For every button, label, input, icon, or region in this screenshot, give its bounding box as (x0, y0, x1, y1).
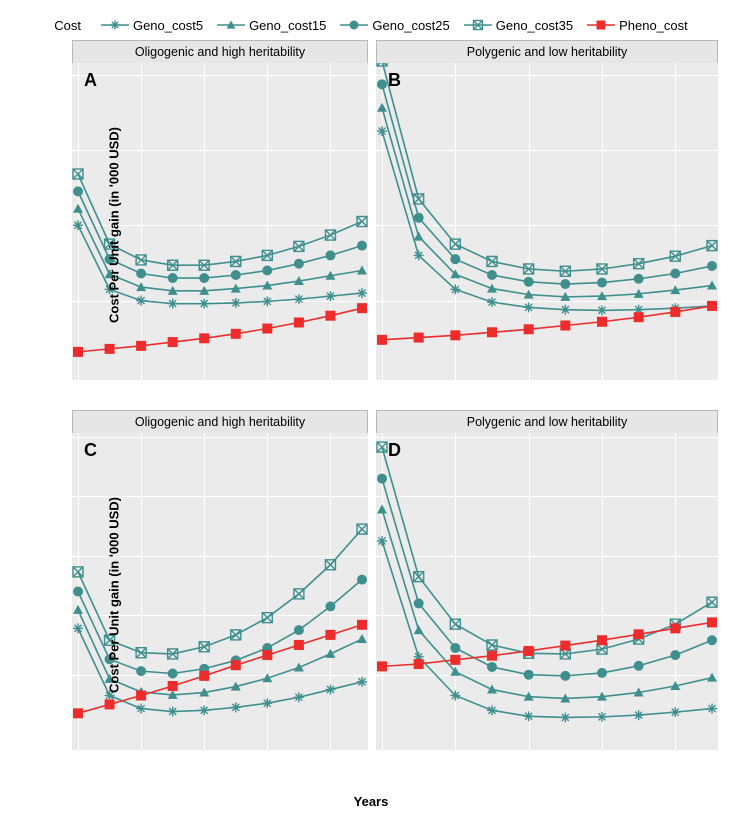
panel-strip: Oligogenic and high heritability (72, 410, 368, 434)
figure-root: Cost Geno_cost5 Geno_cost15 Geno_cost25 … (10, 10, 732, 811)
panel-C: Oligogenic and high heritability20304050… (22, 410, 372, 780)
panel-strip: Polygenic and low heritability (376, 40, 718, 64)
plot-area: 13579 (376, 433, 718, 750)
legend-item: Geno_cost15 (217, 17, 326, 33)
legend-item: Geno_cost5 (101, 17, 203, 33)
panel-B: Polygenic and low heritability (372, 40, 722, 410)
panel-D: Polygenic and low heritability13579 (372, 410, 722, 780)
panels-grid: Oligogenic and high heritability10203040 (22, 40, 722, 780)
plot-area (376, 63, 718, 380)
legend-item-label: Geno_cost5 (133, 18, 203, 33)
series-layer (376, 433, 718, 750)
panel-letter: D (388, 440, 401, 461)
legend-item-label: Geno_cost25 (372, 18, 449, 33)
legend-item: Geno_cost35 (464, 17, 573, 33)
legend-item-label: Geno_cost35 (496, 18, 573, 33)
y-axis-label: Cost Per Unit gain (in '000 USD) (106, 497, 121, 693)
x-axis-label: Years (10, 794, 732, 809)
legend-item: Pheno_cost (587, 17, 688, 33)
series-layer (376, 63, 718, 380)
legend-title: Cost (54, 18, 81, 33)
panel-strip: Oligogenic and high heritability (72, 40, 368, 64)
panel-letter: A (84, 70, 97, 91)
panel-letter: B (388, 70, 401, 91)
y-axis-label: Cost Per Unit gain (in '000 USD) (106, 127, 121, 323)
legend: Cost Geno_cost5 Geno_cost15 Geno_cost25 … (10, 10, 732, 40)
panel-letter: C (84, 440, 97, 461)
legend-item: Geno_cost25 (340, 17, 449, 33)
legend-item-label: Pheno_cost (619, 18, 688, 33)
panel-strip: Polygenic and low heritability (376, 410, 718, 434)
legend-item-label: Geno_cost15 (249, 18, 326, 33)
panel-A: Oligogenic and high heritability10203040 (22, 40, 372, 410)
